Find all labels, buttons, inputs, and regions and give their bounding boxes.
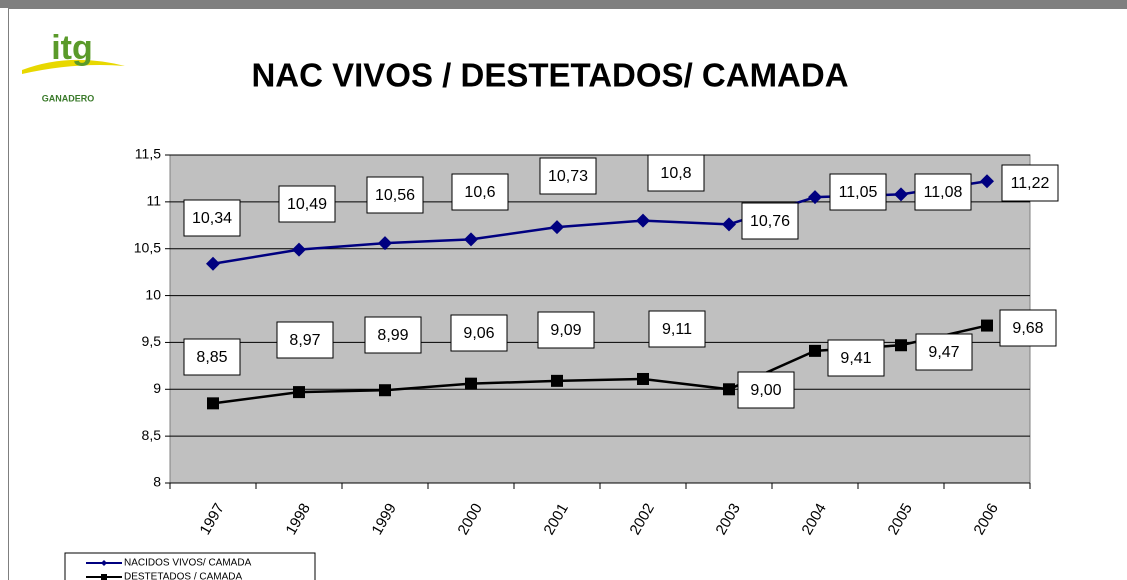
data-label-box — [278, 185, 336, 223]
data-label-box — [539, 157, 597, 195]
point — [981, 319, 993, 332]
data-label-box — [1001, 164, 1059, 202]
point — [206, 256, 220, 271]
data-label-box — [537, 311, 595, 349]
point — [723, 383, 735, 396]
point — [293, 386, 305, 399]
point — [379, 384, 391, 397]
point — [292, 242, 306, 257]
y-tick-label: 8 — [153, 474, 161, 490]
legend-marker — [101, 574, 107, 580]
data-label-box — [648, 310, 706, 348]
data-label-box — [366, 176, 424, 214]
data-label-box — [364, 316, 422, 354]
point — [895, 339, 907, 352]
data-label-box — [276, 321, 334, 359]
data-label: 8,99 — [377, 327, 408, 344]
point — [378, 236, 392, 251]
data-label: 11,05 — [839, 184, 878, 201]
data-label: 9,00 — [750, 382, 781, 399]
y-tick-label: 11 — [146, 193, 161, 209]
logo-swoosh — [22, 59, 125, 74]
data-label-box — [737, 371, 795, 409]
logo-subtext: GANADERO — [42, 93, 95, 103]
legend-label: NACIDOS VIVOS/ CAMADA — [124, 558, 252, 569]
x-tick-label: 1997 — [196, 500, 227, 537]
x-tick-label: 2005 — [884, 500, 915, 537]
point — [809, 344, 821, 357]
data-label: 9,06 — [463, 325, 494, 342]
data-label: 8,85 — [196, 349, 227, 366]
logo: itg GANADERO — [22, 29, 125, 103]
point — [465, 377, 477, 390]
x-tick-label: 2004 — [798, 500, 829, 537]
y-tick-label: 9 — [153, 380, 161, 396]
y-tick-label: 11,5 — [135, 146, 161, 162]
point — [464, 232, 478, 247]
y-tick-label: 10 — [145, 286, 161, 302]
series: 8,85 8,97 8,99 9,06 9,09 9,11 9,00 9,41 9,47 9,68 — [183, 309, 1057, 410]
point — [551, 374, 563, 387]
x-tick-label: 2002 — [626, 500, 657, 537]
point — [207, 397, 219, 410]
series: 10,34 10,49 10,56 10,6 10,73 10,8 10,76 11,05 11… — [183, 154, 1059, 271]
legend-marker — [101, 560, 107, 566]
data-label-box — [999, 309, 1057, 347]
data-label: 11,22 — [1011, 175, 1050, 192]
data-label: 10,76 — [750, 213, 790, 230]
x-tick-label: 1998 — [282, 500, 313, 537]
legend-label: DESTETADOS / CAMADA — [124, 572, 242, 580]
data-label: 9,68 — [1012, 320, 1043, 337]
data-label: 8,97 — [289, 332, 320, 349]
data-label: 10,73 — [548, 168, 588, 185]
point — [550, 220, 564, 235]
point — [980, 174, 994, 189]
data-label: 9,09 — [550, 322, 581, 339]
x-tick-label: 2000 — [454, 500, 485, 537]
y-tick-label: 9,5 — [142, 333, 162, 349]
data-label-box — [915, 333, 973, 371]
data-label: 10,34 — [192, 210, 232, 227]
data-label: 9,47 — [928, 344, 959, 361]
x-tick-label: 1999 — [368, 500, 399, 537]
data-label: 9,11 — [662, 321, 692, 338]
data-label-box — [741, 202, 799, 240]
point — [894, 187, 908, 202]
point — [808, 190, 822, 205]
data-label: 11,08 — [924, 184, 963, 201]
data-label-box — [647, 154, 705, 192]
data-label-box — [914, 173, 972, 211]
point — [637, 372, 649, 385]
data-label: 10,56 — [375, 187, 415, 204]
point — [722, 217, 736, 232]
x-tick-label: 2001 — [540, 500, 571, 537]
logo-text: itg — [51, 29, 93, 67]
data-label-box — [829, 173, 887, 211]
legend: NACIDOS VIVOS/ CAMADA DESTETADOS / CAMADA — [64, 552, 316, 580]
point — [636, 213, 650, 228]
data-label-box — [450, 314, 508, 352]
data-label-box — [451, 173, 509, 211]
chart-title: NAC VIVOS / DESTETADOS/ CAMADA — [251, 57, 848, 94]
data-label-box — [183, 199, 241, 237]
y-tick-label: 8,5 — [142, 427, 162, 443]
data-label: 9,41 — [840, 350, 871, 367]
y-tick-label: 10,5 — [134, 239, 161, 255]
data-label: 10,6 — [464, 184, 495, 201]
top-bar — [0, 0, 1127, 8]
data-label-box — [827, 339, 885, 377]
data-label: 10,49 — [287, 196, 327, 213]
data-label-box — [183, 338, 241, 376]
x-tick-label: 2003 — [712, 500, 743, 537]
x-tick-label: 2006 — [970, 500, 1001, 537]
data-label: 10,8 — [660, 165, 691, 182]
